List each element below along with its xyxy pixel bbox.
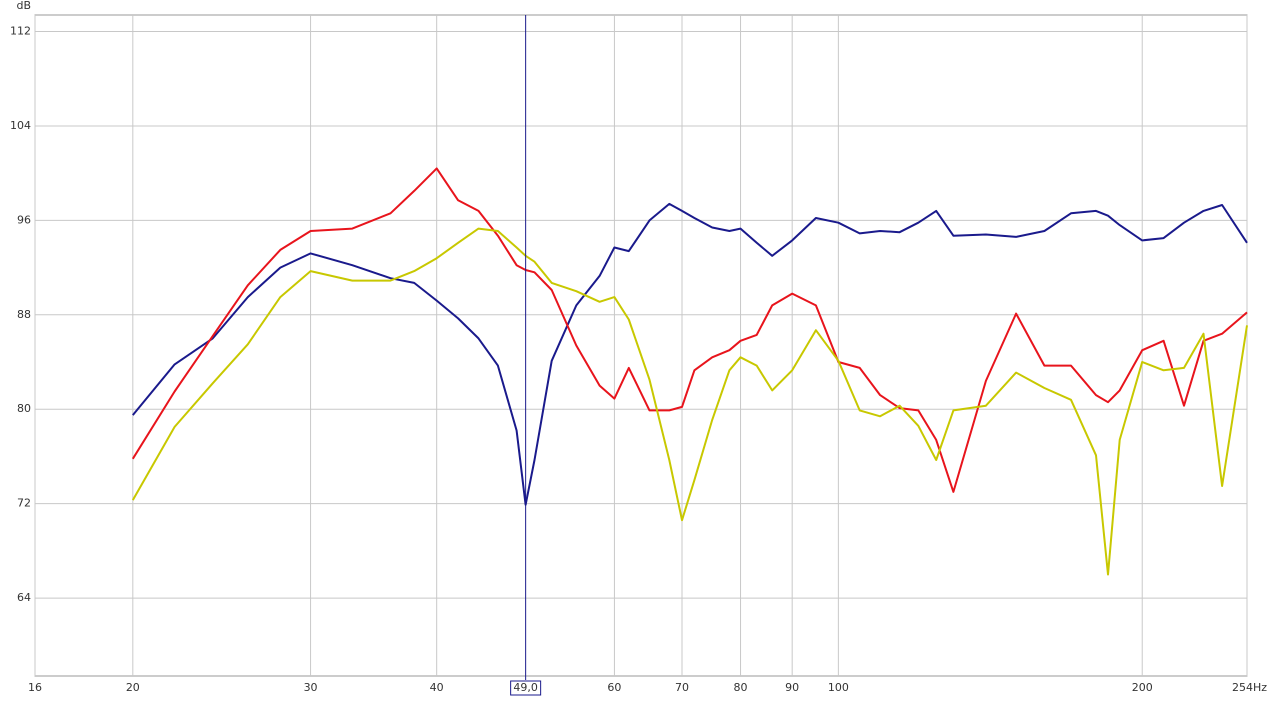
y-tick-label: 80: [17, 402, 31, 415]
x-tick-label: 254Hz: [1232, 681, 1267, 694]
series-line: [131, 227, 1248, 576]
series-line: [131, 167, 1248, 493]
cursor-label: 49,0: [513, 681, 538, 694]
x-tick-label: 20: [126, 681, 140, 694]
cursor-box: [510, 680, 542, 696]
y-tick-label: 72: [17, 497, 31, 510]
x-tick-label: 16: [28, 681, 42, 694]
series-line: [132, 202, 1248, 506]
y-tick-label: 64: [17, 591, 31, 604]
y-axis-label: dB: [16, 0, 31, 12]
y-tick-label: 112: [10, 25, 31, 38]
x-tick-label: 60: [607, 681, 621, 694]
y-tick-label: 88: [17, 308, 31, 321]
x-tick-label: 200: [1132, 681, 1153, 694]
x-tick-label: 40: [430, 681, 444, 694]
y-tick-label: 104: [10, 119, 31, 132]
plot-area: [34, 14, 1248, 677]
x-tick-label: 70: [675, 681, 689, 694]
x-tick-label: 80: [734, 681, 748, 694]
x-tick-label: 30: [304, 681, 318, 694]
y-tick-label: 96: [17, 213, 31, 226]
x-tick-label: 100: [828, 681, 849, 694]
x-tick-label: 90: [785, 681, 799, 694]
